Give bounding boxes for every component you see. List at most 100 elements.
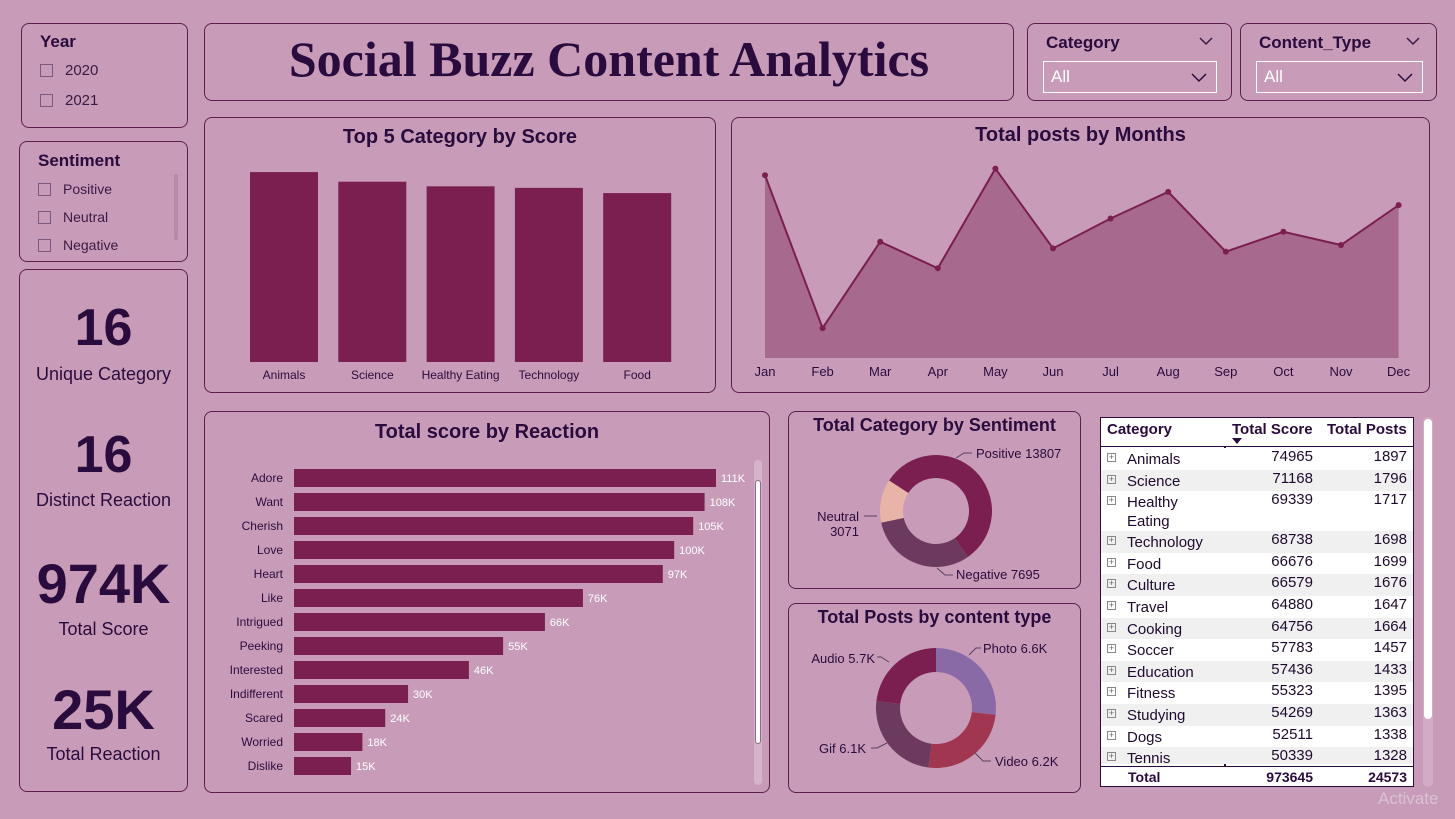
matrix-scrollbar[interactable] xyxy=(1423,417,1433,787)
slice-negative xyxy=(881,517,968,567)
row-total-score: 64880 xyxy=(1271,596,1313,613)
sentiment-slicer: Sentiment Positive Neutral Negative xyxy=(19,141,188,262)
data-label: Video 6.2K xyxy=(995,754,1059,769)
monthly-posts-chart: Jan Feb Mar Apr May Jun Jul Aug Sep Oct Nov Dec xyxy=(755,165,1411,379)
checkbox-icon[interactable] xyxy=(38,210,51,224)
reaction-score-chart-title: Total score by Reaction xyxy=(374,421,600,443)
row-category: Healthy Eating xyxy=(1127,494,1178,531)
chevron-down-icon[interactable] xyxy=(1198,36,1214,46)
data-point-jul xyxy=(1107,215,1114,222)
expand-icon[interactable]: + xyxy=(1107,452,1116,462)
year-option-2021[interactable]: 2021 xyxy=(40,92,98,109)
checkbox-icon[interactable] xyxy=(38,182,51,196)
row-category: Studying xyxy=(1127,707,1186,724)
expand-icon[interactable]: + xyxy=(1107,473,1116,484)
y-tick-label: Adore xyxy=(251,471,283,485)
data-label: 55K xyxy=(508,641,528,653)
row-total-score: 57783 xyxy=(1271,639,1313,657)
sort-descending-icon[interactable] xyxy=(1232,438,1242,445)
kpi-panel: 16 Unique Category 16 Distinct Reaction … xyxy=(19,269,188,792)
matrix-header-category[interactable]: Category xyxy=(1107,421,1173,438)
content-type-dropdown[interactable]: All xyxy=(1256,61,1423,93)
row-total-score: 50339 xyxy=(1271,747,1313,764)
table-row[interactable]: + Science 71168 1796 xyxy=(1101,469,1413,492)
year-option-label: 2020 xyxy=(65,62,99,79)
expand-icon[interactable]: + xyxy=(1107,729,1116,740)
monthly-posts-chart-title: Total posts by Months xyxy=(975,124,1186,146)
data-label: 100K xyxy=(679,545,705,557)
table-row[interactable]: + Travel 64880 1647 xyxy=(1101,596,1413,618)
monthly-posts-chart-panel: Total posts by Months Jan Feb Mar Apr May Jun… xyxy=(731,117,1430,393)
matrix-header-total-score[interactable]: Total Score xyxy=(1232,421,1313,438)
checkbox-icon[interactable] xyxy=(40,64,53,77)
bar-adore xyxy=(294,469,716,487)
slicer-scrollbar[interactable] xyxy=(174,174,178,240)
matrix-body: + Animals 74965 1897 + Science 71168 179… xyxy=(1101,448,1413,764)
row-total-score: 74965 xyxy=(1271,448,1313,465)
table-row[interactable]: + Cooking 64756 1664 xyxy=(1101,617,1413,640)
chart-scrollbar-thumb[interactable] xyxy=(755,480,761,744)
expand-icon[interactable]: + xyxy=(1107,578,1116,589)
y-tick-label: Peeking xyxy=(240,639,283,653)
expand-icon[interactable]: + xyxy=(1107,495,1116,506)
content-type-slicer: Content_Type All xyxy=(1240,23,1437,101)
category-dropdown[interactable]: All xyxy=(1043,61,1217,93)
expand-icon[interactable]: + xyxy=(1107,535,1116,546)
y-tick-label: Indifferent xyxy=(230,687,284,701)
sentiment-option-neutral[interactable]: Neutral xyxy=(38,209,108,225)
bar-animals xyxy=(250,172,318,362)
kpi-distinct-reaction-label: Distinct Reaction xyxy=(35,490,172,510)
table-row[interactable]: + Education 57436 1433 xyxy=(1101,660,1413,683)
bar-technology xyxy=(514,187,583,362)
checkbox-icon[interactable] xyxy=(40,94,53,107)
bar-indifferent xyxy=(294,685,409,703)
chevron-down-icon[interactable] xyxy=(1405,36,1421,46)
table-row[interactable]: + Technology 68738 1698 xyxy=(1101,531,1413,553)
expand-icon[interactable]: + xyxy=(1107,556,1116,567)
expand-icon[interactable]: + xyxy=(1107,643,1116,654)
checkbox-icon[interactable] xyxy=(38,238,51,252)
table-row[interactable]: + Tennis 50339 1328 xyxy=(1101,747,1413,764)
expand-icon[interactable]: + xyxy=(1107,686,1116,697)
table-row[interactable]: + Dogs 52511 1338 xyxy=(1101,725,1413,748)
x-tick-label: Mar xyxy=(869,364,892,379)
sentiment-option-negative[interactable]: Negative xyxy=(38,237,118,253)
kpi-unique-category-label: Unique Category xyxy=(35,364,172,384)
row-category: Science xyxy=(1127,472,1181,490)
data-label: 108K xyxy=(710,497,736,509)
table-row[interactable]: + Culture 66579 1676 xyxy=(1101,574,1413,596)
sentiment-option-label: Neutral xyxy=(63,209,109,225)
content-type-slicer-title: Content_Type xyxy=(1259,33,1372,52)
data-label: 111K xyxy=(721,473,746,485)
y-tick-label: Scared xyxy=(245,711,283,725)
table-row[interactable]: + Food 66676 1699 xyxy=(1101,552,1413,575)
title-banner: Social Buzz Content Analytics xyxy=(204,23,1014,101)
table-row[interactable]: + Soccer 57783 1457 xyxy=(1101,639,1413,661)
kpi-distinct-reaction-value: 16 xyxy=(74,426,133,484)
data-label: Photo 6.6K xyxy=(983,641,1048,656)
y-tick-label: Cherish xyxy=(242,519,283,533)
table-row[interactable]: + Fitness 55323 1395 xyxy=(1101,682,1413,704)
data-point-nov xyxy=(1338,242,1344,249)
table-row[interactable]: + Studying 54269 1363 xyxy=(1101,704,1413,726)
expand-icon[interactable]: + xyxy=(1107,621,1116,632)
row-total-posts: 1457 xyxy=(1373,639,1407,657)
year-option-2020[interactable]: 2020 xyxy=(40,62,98,79)
table-row[interactable]: + Animals 74965 1897 xyxy=(1101,448,1413,470)
content-type-donut-chart: Photo 6.6K Video 6.2K Gif 6.1K Audio 5.7K xyxy=(811,641,1059,769)
row-total-posts: 1717 xyxy=(1373,491,1407,509)
expand-icon[interactable]: + xyxy=(1107,600,1116,610)
expand-icon[interactable]: + xyxy=(1107,708,1116,718)
data-point-mar xyxy=(877,238,884,245)
table-row[interactable]: + Healthy Eating 69339 1717 xyxy=(1101,491,1413,532)
expand-icon[interactable]: + xyxy=(1107,751,1116,762)
chart-scrollbar[interactable] xyxy=(754,460,762,785)
bar-science xyxy=(338,181,407,362)
x-tick-label: Oct xyxy=(1273,364,1294,379)
matrix-scrollbar-thumb[interactable] xyxy=(1424,419,1432,719)
matrix-header-total-posts[interactable]: Total Posts xyxy=(1327,421,1407,438)
data-label: 3071 xyxy=(830,524,859,539)
sentiment-option-label: Negative xyxy=(63,237,119,253)
expand-icon[interactable]: + xyxy=(1107,664,1116,675)
sentiment-option-positive[interactable]: Positive xyxy=(38,181,112,197)
